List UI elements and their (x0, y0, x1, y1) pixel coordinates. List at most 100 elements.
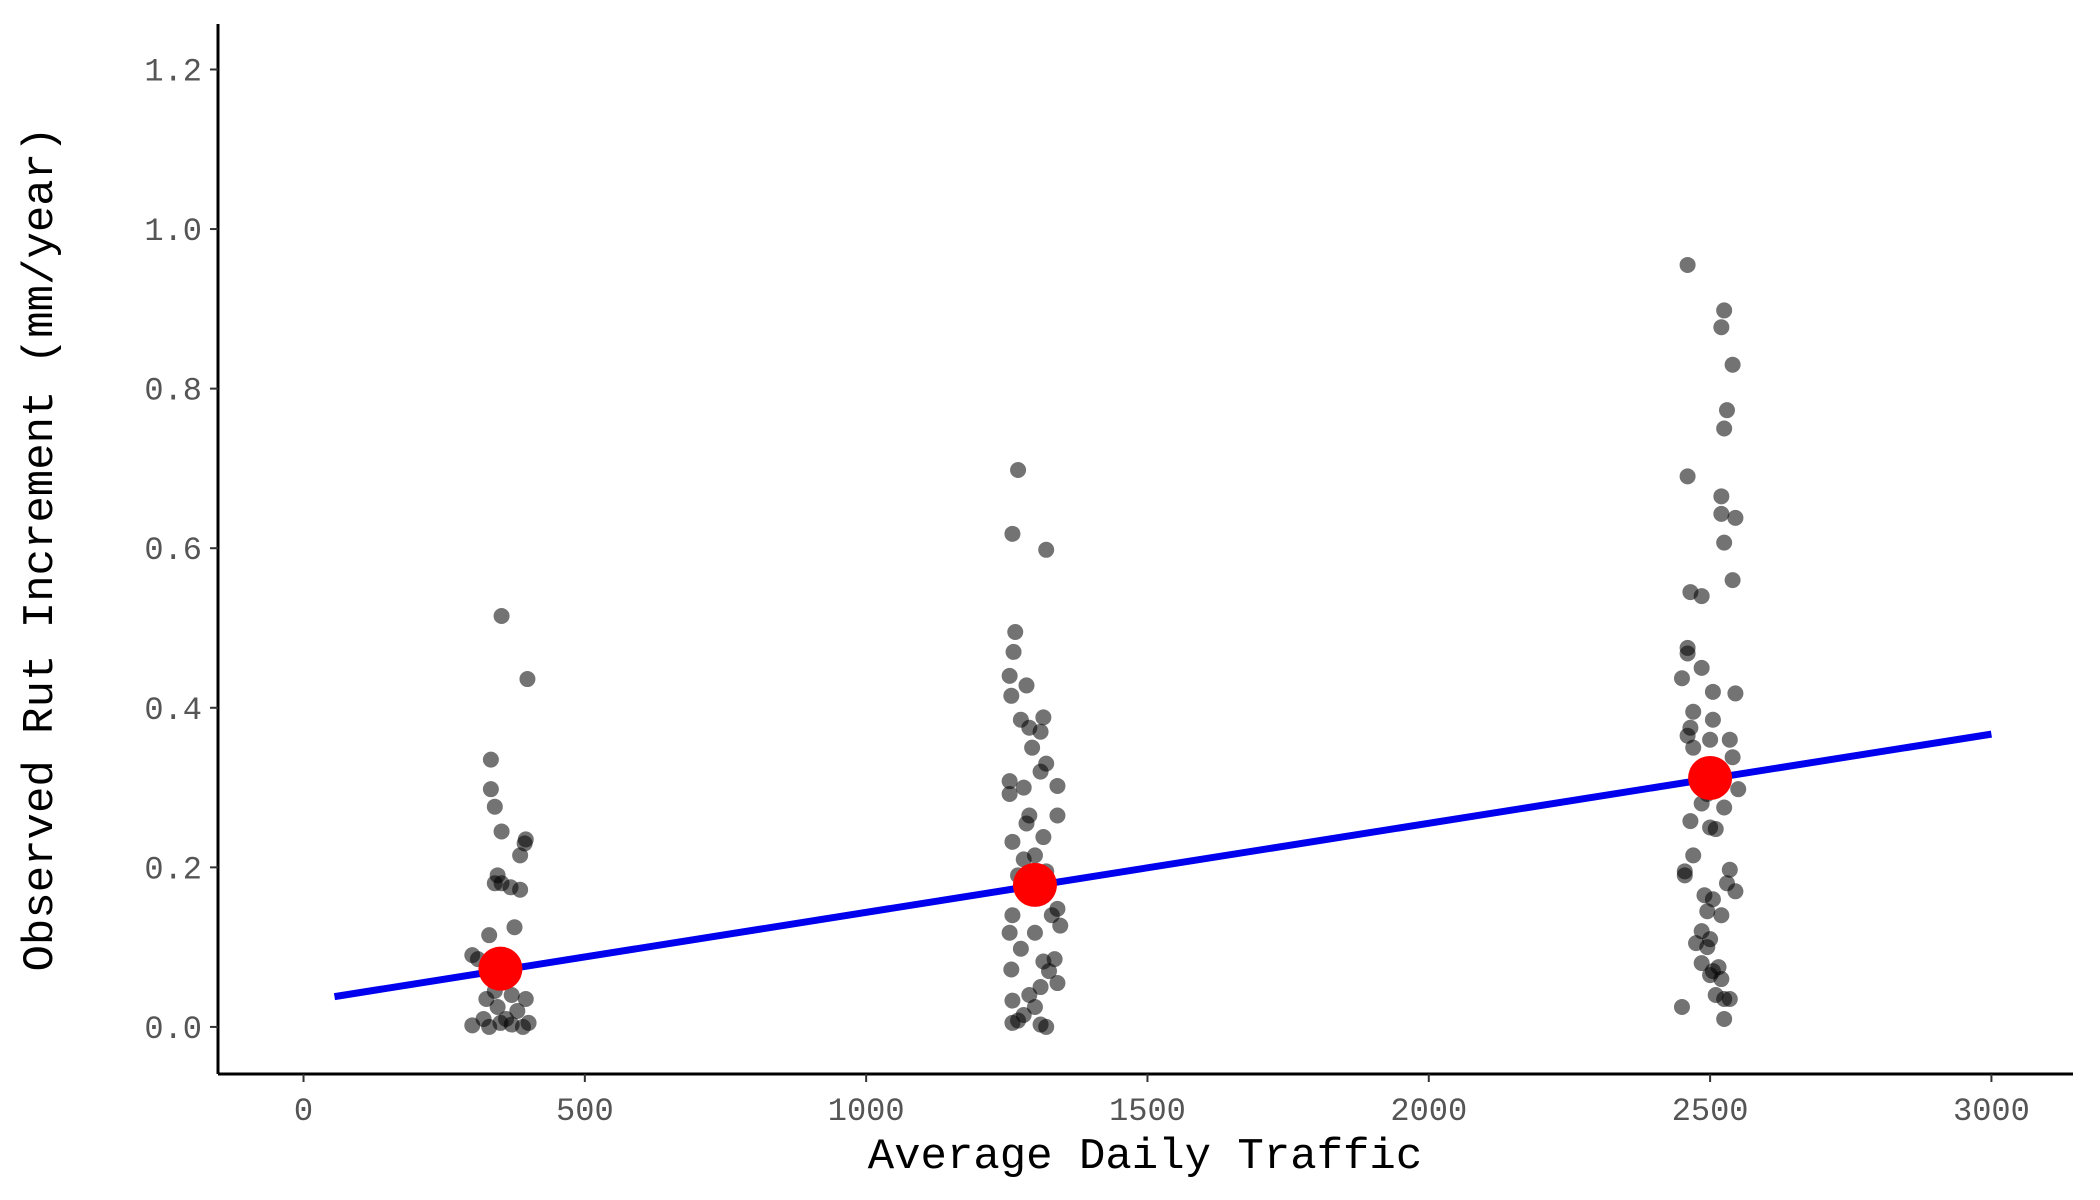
data-point (1004, 992, 1021, 1009)
data-point (1693, 588, 1710, 605)
mean-point (478, 946, 523, 991)
x-tick-label: 0 (294, 1093, 313, 1130)
data-point (489, 998, 506, 1015)
data-point (1001, 924, 1018, 941)
data-point (1699, 939, 1716, 956)
data-point (1713, 505, 1730, 522)
data-point (1724, 356, 1741, 373)
data-point (1024, 739, 1041, 756)
data-point (1713, 488, 1730, 505)
data-point (1679, 256, 1696, 273)
data-point (486, 798, 503, 815)
data-point (1052, 917, 1069, 934)
data-point (1716, 420, 1733, 437)
x-tick-label: 1500 (1109, 1093, 1186, 1130)
data-point (1718, 402, 1735, 419)
data-point (1026, 998, 1043, 1015)
data-point (1026, 924, 1043, 941)
data-point (1676, 867, 1693, 884)
data-point (1716, 799, 1733, 816)
y-tick-label: 0.0 (144, 1011, 202, 1048)
x-tick-label: 2500 (1672, 1093, 1749, 1130)
data-point (1049, 975, 1066, 992)
data-point (1001, 773, 1018, 790)
data-point (1730, 781, 1747, 798)
data-point (1032, 979, 1049, 996)
data-point (1724, 749, 1741, 766)
data-point (493, 823, 510, 840)
data-point (1685, 703, 1702, 720)
data-point (1041, 963, 1058, 980)
x-tick-label: 3000 (1953, 1093, 2030, 1130)
data-point (1015, 851, 1032, 868)
y-tick-label: 0.2 (144, 851, 202, 888)
data-point (1693, 659, 1710, 676)
data-point (1004, 525, 1021, 542)
y-axis-title: Observed Rut Increment (mm/year) (16, 127, 66, 972)
data-point (1007, 623, 1024, 640)
mean-point (1012, 862, 1057, 907)
data-point (1049, 777, 1066, 794)
data-point (482, 751, 499, 768)
data-point (1018, 677, 1035, 694)
data-point (1685, 739, 1702, 756)
data-point (1727, 509, 1744, 526)
data-point (1718, 875, 1735, 892)
x-axis-title: Average Daily Traffic (868, 1132, 1423, 1182)
data-point (1021, 987, 1038, 1004)
data-point (1032, 763, 1049, 780)
data-point (1038, 1018, 1055, 1035)
data-point (1716, 534, 1733, 551)
data-point (1704, 683, 1721, 700)
data-point (1049, 807, 1066, 824)
data-point (512, 847, 529, 864)
data-point (1001, 785, 1018, 802)
data-point (512, 881, 529, 898)
data-point (1721, 731, 1738, 748)
trend-line (333, 730, 1992, 1001)
data-point (1015, 779, 1032, 796)
x-tick-label: 1000 (828, 1093, 905, 1130)
y-tick-label: 1.0 (144, 213, 202, 250)
data-point (1032, 723, 1049, 740)
y-tick-label: 1.2 (144, 53, 202, 90)
data-point (517, 991, 534, 1007)
data-point (1713, 907, 1730, 924)
data-point (509, 1002, 526, 1019)
data-point (1673, 998, 1690, 1015)
data-point (1673, 670, 1690, 687)
data-point (1699, 903, 1716, 920)
data-point (520, 1014, 537, 1031)
data-point (519, 671, 536, 688)
data-point (1010, 1012, 1027, 1029)
y-tick-label: 0.4 (144, 692, 202, 729)
data-point (1005, 643, 1022, 660)
data-point (506, 919, 523, 936)
data-point (1004, 833, 1021, 850)
data-point (1702, 967, 1719, 984)
data-point (1679, 645, 1696, 662)
data-point (486, 875, 503, 892)
data-point (1018, 815, 1035, 832)
data-point (1004, 907, 1021, 924)
data-point (1046, 951, 1063, 968)
y-tick-label: 0.6 (144, 532, 202, 569)
data-point (481, 1018, 498, 1035)
data-point (1001, 667, 1018, 684)
data-point (1724, 572, 1741, 589)
mean-point (1688, 755, 1733, 800)
data-point (1679, 727, 1696, 744)
data-point (1003, 961, 1020, 978)
data-point (478, 991, 495, 1007)
data-point (1721, 861, 1738, 878)
data-point (1003, 687, 1020, 704)
data-point (1716, 302, 1733, 319)
y-tick-label: 0.8 (144, 373, 202, 410)
data-point (503, 987, 520, 1004)
data-point (1035, 709, 1052, 726)
data-point (1704, 711, 1721, 728)
data-point (1702, 731, 1719, 748)
data-point (1682, 813, 1699, 830)
x-tick-label: 500 (556, 1093, 614, 1130)
